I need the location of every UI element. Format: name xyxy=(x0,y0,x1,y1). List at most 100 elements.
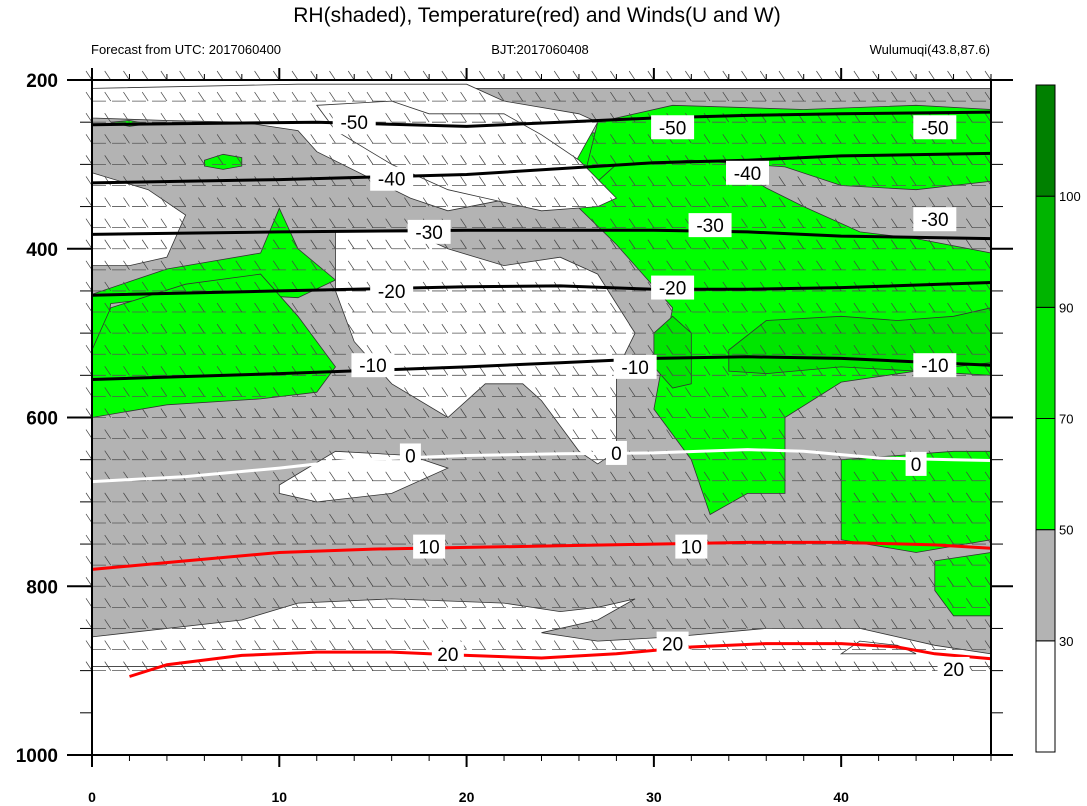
wind-barb xyxy=(460,492,467,503)
wind-barb xyxy=(104,366,112,376)
wind-barb xyxy=(441,471,449,481)
wind-barb xyxy=(965,555,973,566)
wind-barb xyxy=(441,176,449,186)
wind-barb xyxy=(235,598,243,608)
wind-barb xyxy=(479,134,486,144)
wind-barb xyxy=(834,387,842,397)
wind-barb xyxy=(198,513,205,524)
wind-barb xyxy=(385,619,392,629)
wind-barb xyxy=(797,366,804,376)
wind-barb xyxy=(666,387,673,397)
wind-barb xyxy=(928,471,936,481)
wind-barb xyxy=(441,387,449,397)
wind-barb xyxy=(347,471,355,481)
wind-barb xyxy=(254,70,261,81)
wind-barb xyxy=(610,239,617,249)
wind-barb xyxy=(216,281,224,292)
wind-barb xyxy=(254,387,261,397)
wind-barb xyxy=(179,513,186,524)
wind-barb xyxy=(254,134,261,144)
wind-barb xyxy=(759,513,767,524)
wind-barb xyxy=(329,577,336,587)
wind-barb xyxy=(947,555,954,566)
wind-barb xyxy=(160,239,168,249)
wind-barb xyxy=(123,239,130,249)
wind-barb xyxy=(479,408,486,418)
wind-barb xyxy=(497,429,505,439)
contour-label-text: -40 xyxy=(378,170,405,191)
wind-barb xyxy=(722,323,730,334)
wind-barb xyxy=(853,70,861,81)
wind-barb xyxy=(385,661,392,671)
wind-barb xyxy=(104,302,112,313)
wind-barb xyxy=(647,598,655,608)
wind-barb xyxy=(347,387,355,397)
wind-barb xyxy=(741,429,748,439)
wind-barb xyxy=(160,408,168,418)
wind-barb xyxy=(572,197,580,207)
wind-barb xyxy=(535,197,542,207)
wind-barb xyxy=(347,239,355,249)
wind-barb xyxy=(198,155,205,165)
wind-barb xyxy=(385,323,392,334)
wind-barb xyxy=(591,387,598,397)
wind-barb xyxy=(591,555,598,566)
wind-barb xyxy=(385,345,392,355)
wind-barb xyxy=(198,619,205,629)
wind-barb xyxy=(965,640,973,650)
wind-barb xyxy=(759,450,767,460)
wind-barb xyxy=(254,640,261,650)
wind-barb xyxy=(778,577,786,587)
wind-barb xyxy=(535,387,542,397)
wind-barb xyxy=(179,91,186,102)
wind-barb xyxy=(703,70,711,81)
wind-barb xyxy=(291,619,299,629)
wind-barb xyxy=(741,323,748,334)
wind-barb xyxy=(273,577,280,587)
wind-barb xyxy=(816,577,823,587)
wind-barb xyxy=(385,555,392,566)
wind-barb xyxy=(759,134,767,144)
wind-barb xyxy=(591,70,598,81)
wind-barb xyxy=(722,492,730,503)
wind-barb xyxy=(666,91,673,102)
wind-barb xyxy=(535,218,542,228)
wind-barb xyxy=(610,555,617,566)
wind-barb xyxy=(853,492,861,503)
wind-barb xyxy=(628,176,636,186)
wind-barb xyxy=(141,387,149,397)
wind-barb xyxy=(123,260,130,271)
wind-barb xyxy=(366,155,374,165)
wind-barb xyxy=(703,345,711,355)
wind-barb xyxy=(759,91,767,102)
wind-barb xyxy=(703,323,711,334)
wind-barb xyxy=(647,134,655,144)
wind-barb xyxy=(479,155,486,165)
wind-barb xyxy=(891,197,898,207)
wind-barb xyxy=(591,619,598,629)
wind-barb xyxy=(460,387,467,397)
wind-barb xyxy=(235,513,243,524)
wind-barb xyxy=(778,134,786,144)
wind-barb xyxy=(572,239,580,249)
wind-barb xyxy=(741,387,748,397)
wind-barb xyxy=(235,281,243,292)
contour-label-text: 20 xyxy=(943,660,964,681)
x-tick-label: 0 xyxy=(88,789,96,805)
wind-barb xyxy=(685,513,692,524)
contour-label-box xyxy=(726,160,770,185)
wind-barb xyxy=(310,534,318,545)
wind-barb xyxy=(572,471,580,481)
wind-barb xyxy=(891,345,898,355)
wind-barb xyxy=(965,366,973,376)
wind-barb xyxy=(329,661,336,671)
contour-label: 0 xyxy=(605,440,627,465)
wind-barb xyxy=(366,429,374,439)
wind-barb xyxy=(816,492,823,503)
wind-barb xyxy=(404,640,411,650)
wind-barb xyxy=(235,323,243,334)
wind-barb xyxy=(628,429,636,439)
wind-barb xyxy=(965,408,973,418)
wind-barb xyxy=(591,176,598,186)
wind-barb xyxy=(235,302,243,313)
